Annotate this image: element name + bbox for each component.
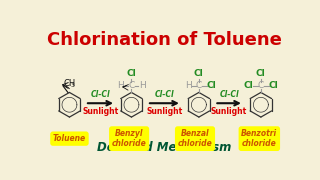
Text: Cl: Cl (194, 69, 204, 78)
Text: H: H (185, 81, 191, 90)
Text: Cl-Cl: Cl-Cl (91, 90, 110, 99)
Text: H: H (139, 81, 146, 90)
Text: Cl-Cl: Cl-Cl (219, 90, 239, 99)
Text: C: C (258, 81, 264, 90)
Text: Toluene: Toluene (53, 134, 86, 143)
Text: H: H (117, 81, 124, 90)
Text: CH: CH (63, 79, 76, 88)
Text: Cl: Cl (268, 81, 278, 90)
Text: Benzyl
chloride: Benzyl chloride (112, 129, 147, 148)
Text: 3: 3 (71, 83, 75, 88)
Text: Sunlight: Sunlight (211, 107, 247, 116)
Text: Cl: Cl (127, 69, 136, 78)
Text: Sunlight: Sunlight (146, 107, 182, 116)
Text: Cl: Cl (244, 81, 253, 90)
Text: Sunlight: Sunlight (82, 107, 119, 116)
Text: Cl: Cl (206, 81, 216, 90)
Text: Cl-Cl: Cl-Cl (155, 90, 174, 99)
Text: Detailed Mechanism: Detailed Mechanism (97, 141, 231, 154)
Text: C: C (196, 81, 202, 90)
Text: C: C (128, 81, 135, 90)
Text: Chlorination of Toluene: Chlorination of Toluene (47, 31, 281, 49)
Text: Benzal
chloride: Benzal chloride (178, 129, 212, 148)
Text: Benzotri
chloride: Benzotri chloride (241, 129, 277, 148)
Text: Cl: Cl (256, 69, 266, 78)
